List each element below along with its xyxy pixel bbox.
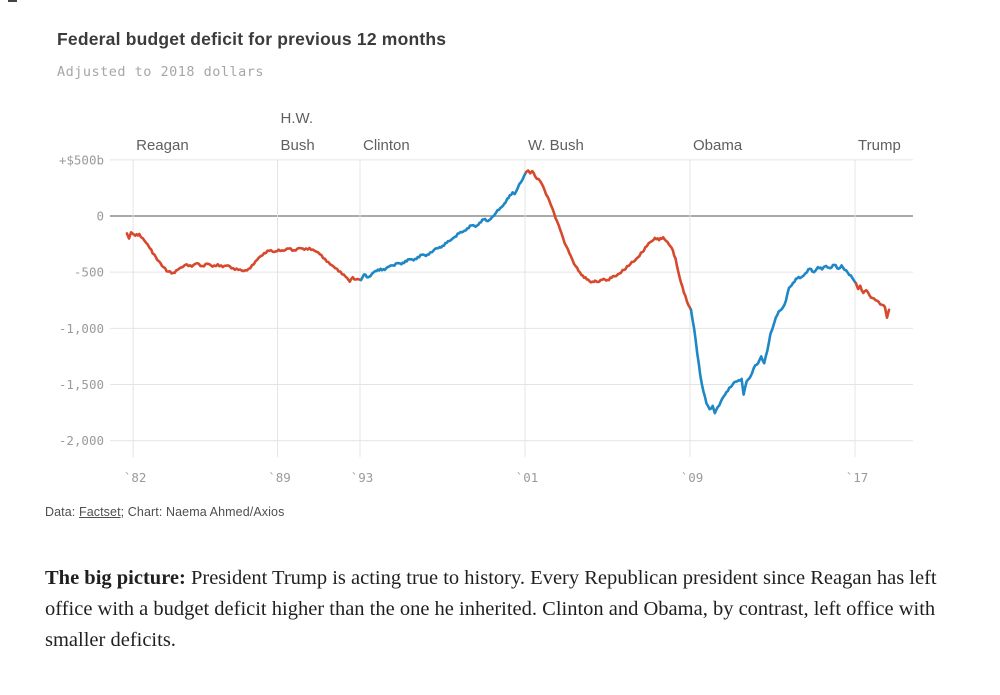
source-credit: Data: Factset; Chart: Naema Ahmed/Axios [45,505,284,519]
y-tick-label: -1,000 [59,321,104,336]
series-line-reagan [125,231,280,275]
factset-link[interactable]: Factset [78,505,121,519]
president-label-clinton: Clinton [363,137,410,154]
president-label-h-w-bush: Bush [281,137,315,154]
chart-title: Federal budget deficit for previous 12 m… [57,29,447,49]
y-tick-label: -500 [74,265,104,280]
x-tick-label: `17 [846,470,869,485]
y-tick-label: -1,500 [59,377,104,392]
x-tick-label: `82 [124,470,147,485]
screenshot-artifact [8,0,17,2]
x-tick-label: `89 [268,470,291,485]
x-tick-label: `01 [516,470,539,485]
gridlines [110,159,913,457]
president-label-w-bush: W. Bush [528,137,584,154]
x-tick-label: `93 [351,470,374,485]
y-tick-label: -2,000 [59,433,104,448]
big-picture-paragraph: The big picture: President Trump is acti… [45,563,955,656]
source-prefix: Data: [45,505,79,519]
president-label-trump: Trump [858,137,901,154]
y-tick-label: 0 [96,209,104,224]
president-labels: Reagan H.W. Bush Clinton W. Bush Obama Trump [136,110,901,154]
big-picture-text: President Trump is acting true to histor… [45,567,937,651]
chart-subtitle: Adjusted to 2018 dollars [57,64,265,80]
president-label-obama: Obama [693,137,743,154]
source-suffix: ; Chart: Naema Ahmed/Axios [120,505,285,519]
series-line-trump [854,282,891,319]
series-lines [125,169,891,415]
series-line-h-w-bush [277,246,363,283]
series-line-obama [689,263,858,415]
x-axis-labels: `82 `89 `93 `01 `09 `17 [124,470,868,485]
big-picture-lead: The big picture: [45,567,186,589]
series-line-w-bush [524,169,693,312]
president-label-reagan: Reagan [136,137,189,154]
y-tick-label: +$500b [59,152,104,167]
series-line-clinton [359,170,528,282]
y-axis-labels: +$500b 0 -500 -1,000 -1,500 -2,000 [59,152,104,448]
president-label-h-w-bush: H.W. [281,110,314,127]
x-tick-label: `09 [681,470,704,485]
